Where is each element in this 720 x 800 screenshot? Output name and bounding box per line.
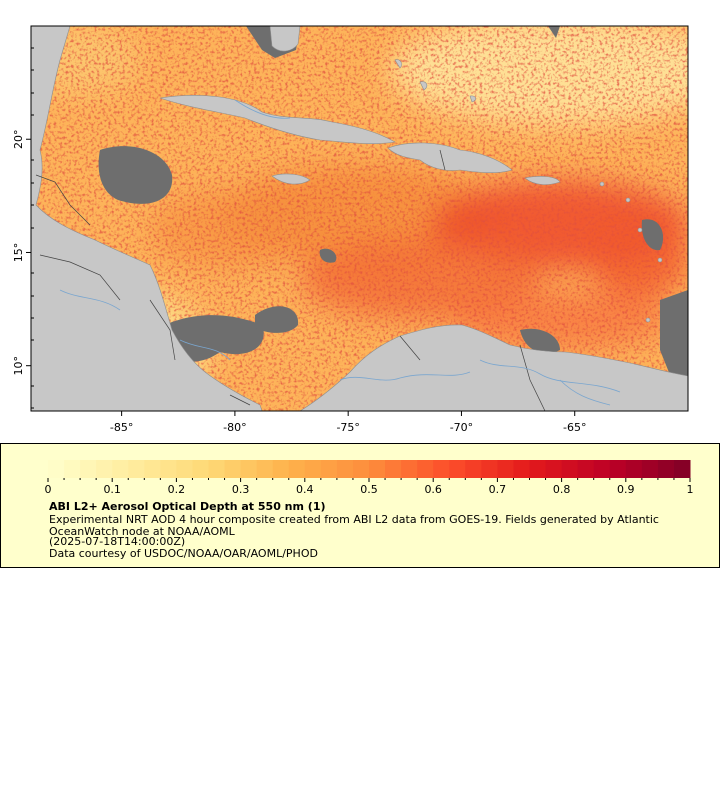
aod-map: -85° -80° -75° -70° -65° 10° 15° 20° [12, 25, 689, 434]
colorbar-tick-label: 0.2 [168, 483, 186, 496]
colorbar-swatch [529, 460, 547, 478]
legend-credit: Data courtesy of USDOC/NOAA/OAR/AOML/PHO… [49, 547, 318, 560]
map-frame [30, 25, 689, 412]
latitude-tick-label: 15° [12, 243, 25, 263]
colorbar-swatch [48, 460, 65, 478]
colorbar-swatch [112, 460, 129, 478]
latitude-tick-label: 10° [12, 356, 25, 376]
land-masses [31, 26, 688, 411]
legend-timestamp: (2025-07-18T14:00:00Z) [49, 535, 186, 548]
colorbar-tick-label: 1 [687, 483, 694, 496]
colorbar-tick-label: 0.4 [296, 483, 314, 496]
colorbar-swatch [449, 460, 466, 478]
colorbar-swatches [48, 460, 691, 478]
colorbar-swatch [128, 460, 145, 478]
colorbar-swatch [288, 460, 306, 478]
colorbar-swatch [433, 460, 450, 478]
land-florida [269, 26, 301, 52]
colorbar-swatch [577, 460, 595, 478]
rivers [59, 99, 621, 406]
colorbar-swatch [641, 460, 659, 478]
colorbar-swatch [673, 460, 691, 478]
land-central-america [31, 26, 263, 411]
latitude-axis: 10° 15° 20° [12, 129, 31, 375]
colorbar-swatch [96, 460, 113, 478]
colorbar-swatch [336, 460, 354, 478]
map-plot-area [31, 26, 688, 411]
colorbar-swatch [593, 460, 611, 478]
colorbar-swatch [224, 460, 242, 478]
colorbar-swatch [561, 460, 579, 478]
colorbar: 0 0.1 0.2 0.3 0.4 0.5 0.6 0.7 0.8 0.9 1 [45, 460, 694, 496]
land-jamaica [271, 173, 311, 185]
legend-box: 0 0.1 0.2 0.3 0.4 0.5 0.6 0.7 0.8 0.9 1 ABI L2+ Ae… [0, 443, 720, 568]
longitude-axis: -85° -80° -75° -70° -65° [110, 411, 586, 434]
colorbar-tick-label: 0.3 [232, 483, 250, 496]
longitude-tick-label: -85° [110, 421, 133, 434]
colorbar-swatch [144, 460, 161, 478]
colorbar-swatch [160, 460, 177, 478]
colorbar-tick-label: 0.7 [489, 483, 507, 496]
colorbar-swatch [513, 460, 530, 478]
colorbar-swatch [64, 460, 81, 478]
colorbar-tick-label: 0.6 [424, 483, 442, 496]
colorbar-swatch [369, 460, 386, 478]
land-hispaniola [387, 142, 513, 174]
colorbar-tick-label: 0.5 [360, 483, 378, 496]
colorbar-swatch [320, 460, 338, 478]
colorbar-tick-label: 0.9 [617, 483, 635, 496]
longitude-tick-label: -65° [563, 421, 586, 434]
land-south-america [299, 324, 688, 411]
colorbar-swatch [401, 460, 418, 478]
colorbar-swatch [240, 460, 258, 478]
colorbar-swatch [497, 460, 514, 478]
land-cuba [159, 95, 396, 145]
colorbar-swatch [481, 460, 498, 478]
colorbar-tick-label: 0.1 [103, 483, 121, 496]
colorbar-swatch [609, 460, 627, 478]
legend-title: ABI L2+ Aerosol Optical Depth at 550 nm … [49, 500, 326, 513]
colorbar-swatch [208, 460, 226, 478]
longitude-tick-label: -70° [450, 421, 473, 434]
legend-description: Experimental NRT AOD 4 hour composite cr… [49, 513, 663, 538]
colorbar-swatch [272, 460, 290, 478]
colorbar-swatch [176, 460, 193, 478]
colorbar-swatch [625, 460, 643, 478]
colorbar-swatch [465, 460, 482, 478]
colorbar-swatch [352, 460, 370, 478]
map-panel: -85° -80° -75° -70° -65° 10° 15° 20° [12, 25, 689, 434]
colorbar-swatch [192, 460, 209, 478]
colorbar-swatch [657, 460, 675, 478]
land-puerto-rico [524, 176, 561, 185]
colorbar-swatch [545, 460, 563, 478]
longitude-tick-label: -80° [223, 421, 246, 434]
colorbar-swatch [304, 460, 322, 478]
latitude-tick-label: 20° [12, 129, 25, 149]
colorbar-ticks: 0 0.1 0.2 0.3 0.4 0.5 0.6 0.7 0.8 0.9 1 [45, 478, 694, 496]
colorbar-swatch [385, 460, 402, 478]
colorbar-tick-label: 0.8 [553, 483, 571, 496]
colorbar-swatch [256, 460, 274, 478]
country-borders [35, 149, 546, 411]
colorbar-swatch [417, 460, 434, 478]
colorbar-swatch [80, 460, 97, 478]
colorbar-tick-label: 0 [45, 483, 52, 496]
longitude-tick-label: -75° [336, 421, 359, 434]
